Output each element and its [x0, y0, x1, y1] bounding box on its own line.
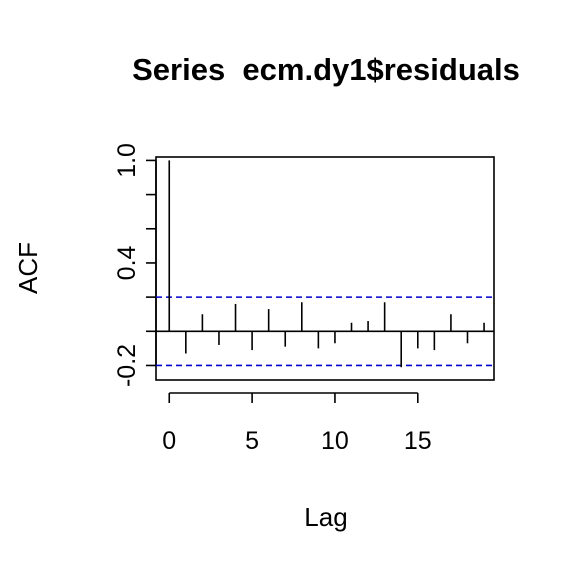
y-tick-label: 1.0 [113, 143, 141, 178]
confidence-bounds [156, 296, 494, 367]
x-axis-label: Lag [304, 502, 347, 532]
y-axis-label: ACF [13, 242, 43, 294]
chart-title: Series ecm.dy1$residuals [132, 52, 520, 87]
x-tick-label: 10 [321, 427, 349, 455]
x-tick-label: 0 [162, 427, 176, 455]
x-tick-label: 5 [245, 427, 259, 455]
plot-area: -0.2 0.4 1.0 0 5 10 15 [113, 143, 495, 455]
y-tick-label: -0.2 [113, 344, 141, 387]
acf-bars [156, 160, 494, 368]
y-axis: -0.2 0.4 1.0 [113, 143, 157, 387]
x-axis: 0 5 10 15 [162, 392, 432, 455]
x-tick-label: 15 [404, 427, 432, 455]
y-tick-label: 0.4 [113, 245, 141, 280]
plot-frame [155, 156, 495, 381]
